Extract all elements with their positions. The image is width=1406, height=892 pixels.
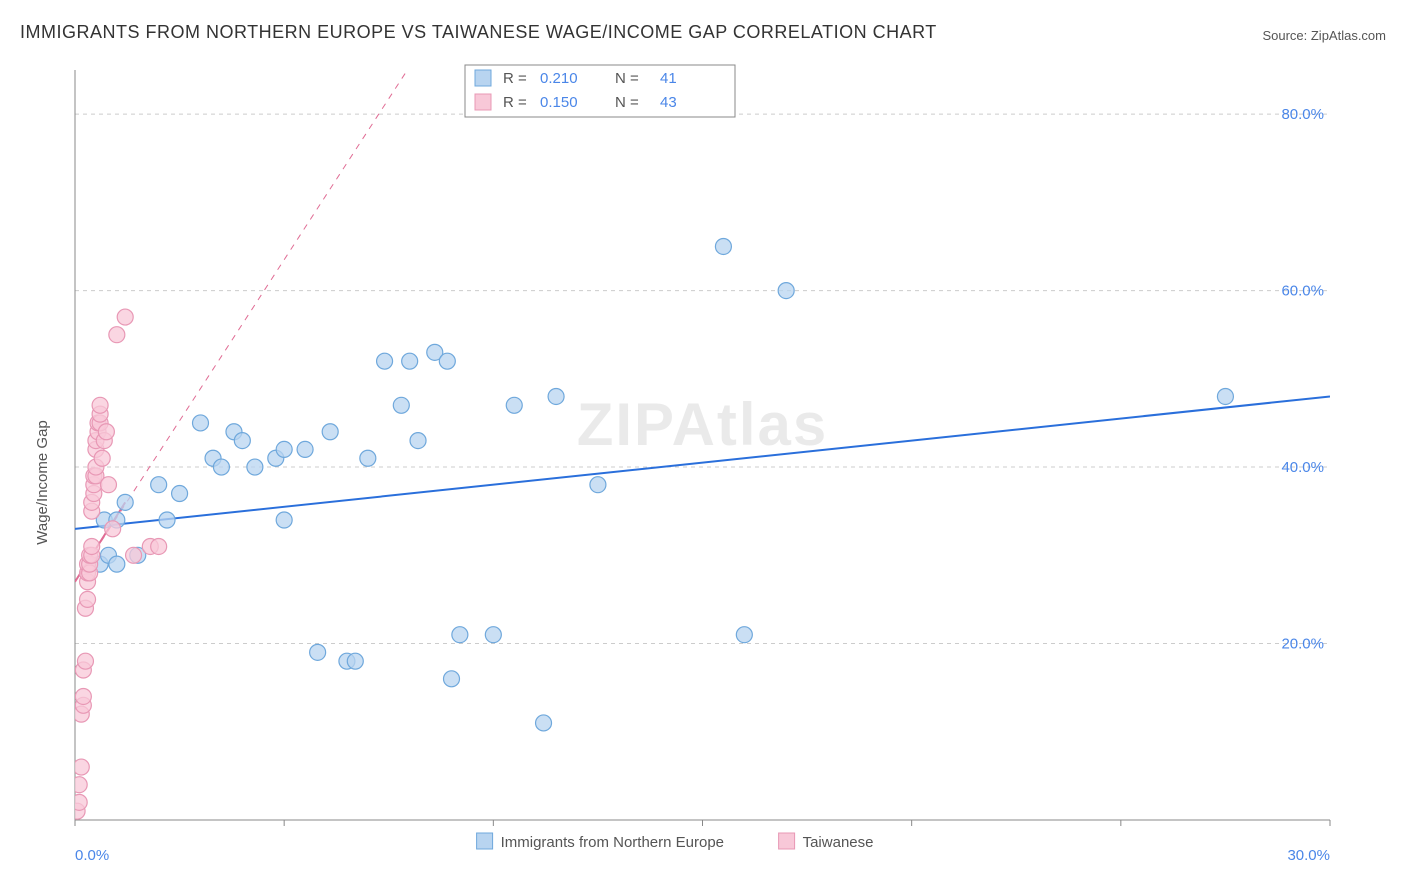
data-point bbox=[193, 415, 209, 431]
svg-text:N =: N = bbox=[615, 94, 639, 111]
legend-n-value: 43 bbox=[660, 94, 677, 111]
data-point bbox=[360, 450, 376, 466]
chart: 20.0% 40.0% 60.0% 80.0% 0.0% 30.0% Wage/Income… bbox=[20, 55, 1386, 870]
data-point bbox=[100, 477, 116, 493]
svg-text:R =: R = bbox=[503, 94, 527, 111]
data-point bbox=[506, 397, 522, 413]
data-point bbox=[590, 477, 606, 493]
data-point bbox=[393, 397, 409, 413]
y-tick-label: 40.0% bbox=[1281, 459, 1324, 476]
data-point bbox=[322, 424, 338, 440]
data-point bbox=[485, 627, 501, 643]
data-point bbox=[84, 538, 100, 554]
y-axis-label: Wage/Income Gap bbox=[34, 420, 51, 545]
data-point bbox=[73, 759, 89, 775]
data-point bbox=[1217, 388, 1233, 404]
data-point bbox=[126, 547, 142, 563]
data-point bbox=[548, 388, 564, 404]
data-point bbox=[159, 512, 175, 528]
data-point bbox=[151, 477, 167, 493]
data-point bbox=[109, 327, 125, 343]
data-point bbox=[94, 450, 110, 466]
data-point bbox=[444, 671, 460, 687]
y-tick-label: 60.0% bbox=[1281, 283, 1324, 300]
data-point bbox=[736, 627, 752, 643]
watermark: ZIPAtlas bbox=[577, 391, 829, 458]
legend-r-value: 0.150 bbox=[540, 94, 578, 111]
data-point bbox=[297, 441, 313, 457]
data-point bbox=[276, 512, 292, 528]
data-point bbox=[117, 494, 133, 510]
data-point bbox=[71, 794, 87, 810]
legend-label: Immigrants from Northern Europe bbox=[501, 834, 724, 851]
y-tick-label: 20.0% bbox=[1281, 636, 1324, 653]
legend-swatch bbox=[477, 833, 493, 849]
data-point bbox=[234, 433, 250, 449]
data-point bbox=[410, 433, 426, 449]
y-tick-label: 80.0% bbox=[1281, 106, 1324, 123]
data-point bbox=[715, 238, 731, 254]
chart-title: IMMIGRANTS FROM NORTHERN EUROPE VS TAIWA… bbox=[20, 22, 937, 43]
legend-swatch bbox=[779, 833, 795, 849]
legend-label: Taiwanese bbox=[803, 834, 874, 851]
legend-swatch bbox=[475, 94, 491, 110]
data-point bbox=[310, 644, 326, 660]
data-point bbox=[213, 459, 229, 475]
legend-r-value: 0.210 bbox=[540, 70, 578, 87]
data-point bbox=[109, 556, 125, 572]
legend-swatch bbox=[475, 70, 491, 86]
source-value: ZipAtlas.com bbox=[1311, 28, 1386, 43]
data-point bbox=[75, 688, 91, 704]
data-point bbox=[377, 353, 393, 369]
source-label: Source: bbox=[1262, 28, 1310, 43]
data-point bbox=[247, 459, 263, 475]
data-point bbox=[117, 309, 133, 325]
legend-n-value: 41 bbox=[660, 70, 677, 87]
data-point bbox=[80, 591, 96, 607]
data-point bbox=[439, 353, 455, 369]
data-point bbox=[92, 397, 108, 413]
x-tick-label: 0.0% bbox=[75, 847, 109, 864]
data-point bbox=[452, 627, 468, 643]
data-point bbox=[402, 353, 418, 369]
x-tick-label: 30.0% bbox=[1287, 847, 1330, 864]
data-point bbox=[151, 538, 167, 554]
data-point bbox=[276, 441, 292, 457]
data-point bbox=[71, 777, 87, 793]
svg-text:R =: R = bbox=[503, 70, 527, 87]
data-point bbox=[98, 424, 114, 440]
source: Source: ZipAtlas.com bbox=[1262, 28, 1386, 43]
svg-text:N =: N = bbox=[615, 70, 639, 87]
trend-line bbox=[75, 55, 493, 582]
data-point bbox=[778, 283, 794, 299]
data-point bbox=[105, 521, 121, 537]
data-point bbox=[536, 715, 552, 731]
data-point bbox=[172, 486, 188, 502]
data-point bbox=[77, 653, 93, 669]
data-point bbox=[347, 653, 363, 669]
